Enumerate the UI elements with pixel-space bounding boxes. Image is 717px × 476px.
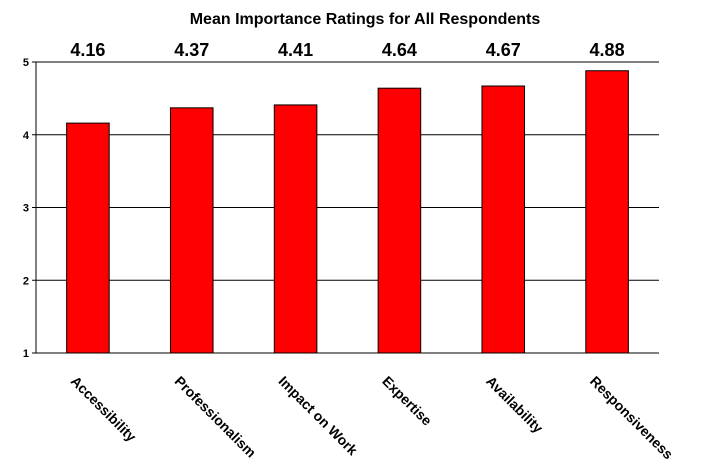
data-label: 4.67 [486, 40, 521, 60]
bar-professionalism [169, 107, 214, 354]
y-tick-labels: 1 2 3 4 5 [23, 57, 36, 360]
category-labels: Accessibility Professionalism Impact on Wo… [68, 373, 677, 463]
data-label: 4.88 [590, 40, 625, 60]
x-tick-label: Professionalism [172, 373, 260, 461]
x-tick-label: Expertise [379, 373, 435, 429]
x-tick-label: Impact on Work [275, 373, 361, 459]
bar-impact-on-work [273, 104, 318, 354]
x-tick-label: Responsiveness [587, 373, 677, 463]
bars [66, 70, 629, 354]
y-tick-label-1: 1 [23, 348, 29, 360]
data-labels: 4.16 4.37 4.41 4.64 4.67 4.88 [70, 40, 624, 60]
data-label: 4.16 [70, 40, 105, 60]
y-tick-label-2: 2 [23, 275, 29, 287]
y-tick-label-3: 3 [23, 203, 29, 215]
y-tick-label-5: 5 [23, 57, 29, 69]
bar-responsiveness [585, 70, 629, 354]
data-label: 4.41 [278, 40, 313, 60]
data-label: 4.37 [174, 40, 209, 60]
bar-availability [481, 85, 526, 354]
x-tick-label: Availability [483, 373, 546, 436]
bar-expertise [377, 87, 422, 354]
chart-title: Mean Importance Ratings for All Responde… [190, 11, 541, 28]
y-tick-label-4: 4 [23, 130, 30, 142]
data-label: 4.64 [382, 40, 417, 60]
x-tick-label: Accessibility [68, 373, 140, 445]
bar-accessibility [66, 122, 110, 354]
gridlines [36, 61, 659, 281]
